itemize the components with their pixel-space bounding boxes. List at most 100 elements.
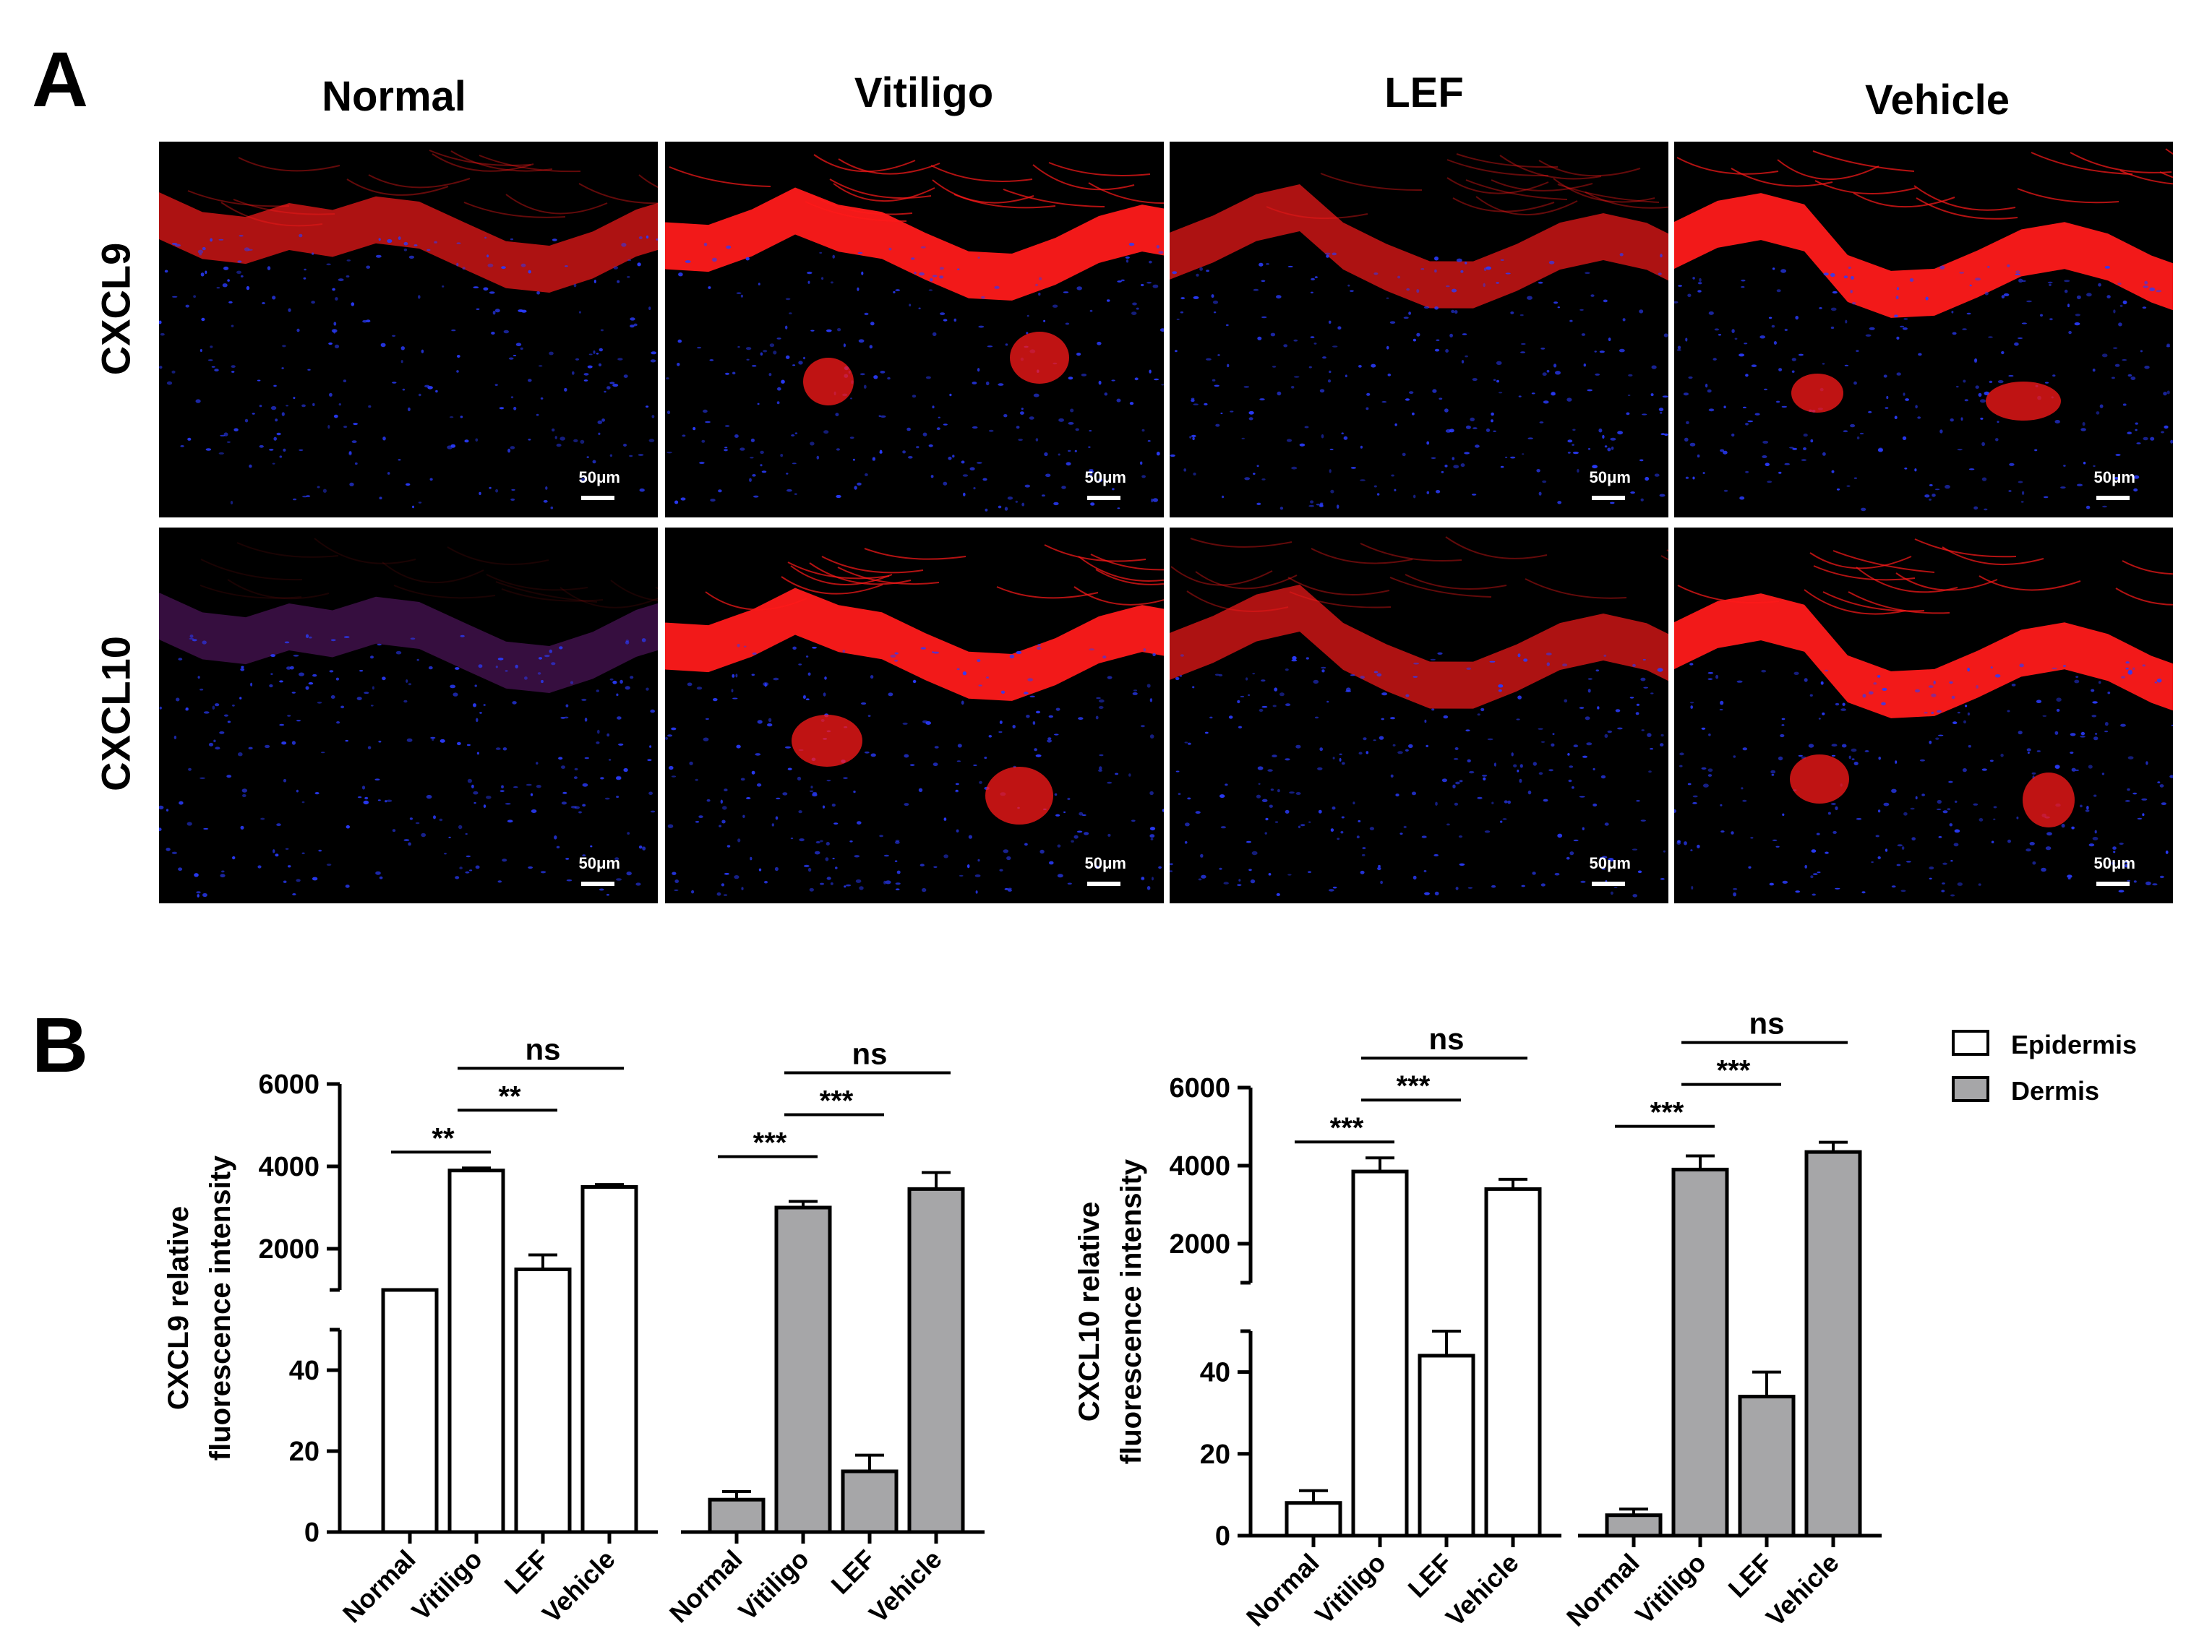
column-title-lef: LEF [1384,69,1464,116]
scale-bar [1592,882,1625,886]
legend-swatch-dermis [1952,1076,1989,1102]
legend-swatch-epidermis [1952,1030,1989,1056]
x-tick-label: Normal [1240,1548,1325,1632]
x-tick-label: Normal [1561,1548,1645,1632]
follicle-blob [1010,332,1069,384]
scale-bar [1592,496,1625,500]
follicle-blob [1986,382,2061,421]
panel-b-label: B [32,1001,88,1088]
micrograph-image [159,150,658,509]
bar-epidermis-vehicle [1484,1187,1542,1538]
y-axis [1238,1085,1253,1538]
x-tick-label: Vitiligo [732,1544,814,1626]
y-tick-label: 20 [1200,1440,1230,1470]
significance-label: *** [820,1085,854,1117]
bar-epidermis-lef [1418,1354,1475,1538]
significance-label: *** [1650,1097,1684,1129]
legend: Epidermis Dermis [1952,1030,2190,1131]
y-tick-label: 40 [289,1356,320,1386]
scale-bar [1087,882,1120,886]
legend-label-epidermis: Epidermis [2011,1030,2138,1059]
scale-bar-label: 50μm [2093,854,2136,872]
micrograph-image [1170,536,1668,898]
scale-bar-label: 50μm [578,468,621,486]
micrograph-cxcl9-normal: 50μm [159,142,658,517]
x-tick-label: Vehicle [1760,1548,1845,1632]
micrograph-image [665,544,1164,896]
epidermis-band [1674,593,2173,718]
bar-dermis-vitiligo [1671,1167,1729,1538]
significance-label: ns [852,1037,887,1071]
significance-label: *** [1397,1070,1431,1102]
micrograph-cxcl10-normal: 50μm [159,528,658,903]
bar-dermis-normal [1605,1513,1663,1538]
scale-bar-label: 50μm [578,854,621,872]
bar-epidermis-normal [1285,1501,1342,1538]
scale-bar-label: 50μm [1589,468,1632,486]
bar-dermis-lef [1738,1395,1796,1538]
chart-1: CXCL9 relative fluorescence intensity [163,1067,985,1544]
x-tick-label: Vehicle [536,1544,621,1629]
legend-label-dermis: Dermis [2011,1076,2100,1106]
scale-bar-label: 50μm [1589,854,1632,872]
y-tick-label: 2000 [258,1234,320,1265]
micrograph-cxcl10-vitiligo: 50μm [665,528,1164,903]
bar-epidermis-vitiligo [1351,1169,1409,1538]
x-tick-label: LEF [499,1544,554,1600]
bar-dermis-lef [841,1469,899,1534]
y-tick-label: 6000 [1169,1073,1230,1104]
epidermis-band [159,593,658,693]
bar-dermis-vehicle [1804,1150,1862,1538]
micrograph-image [1674,538,2173,897]
x-tick-label: Vitiligo [406,1544,487,1626]
micrograph-cxcl10-vehicle: 50μm [1674,528,2173,903]
micrograph-image [159,538,658,898]
micrograph-cxcl9-vitiligo: 50μm [665,142,1164,517]
significance-label: ns [525,1032,560,1066]
bar-epidermis-vitiligo [447,1169,505,1534]
scale-bar-label: 50μm [2093,468,2136,486]
x-tick-label: Vehicle [863,1544,948,1629]
panel-a-label: A [32,35,88,123]
significance-label: *** [1717,1055,1751,1087]
follicle-blob [803,358,854,405]
micrograph-cxcl10-lef: 50μm [1170,528,1668,903]
x-tick-label: LEF [1402,1548,1458,1604]
y-tick-label: 2000 [1169,1229,1230,1260]
epidermis-band [159,192,658,293]
epidermis-band [1170,184,1668,309]
follicle-blob [792,715,862,767]
scale-bar [581,496,614,500]
scale-bar-label: 50μm [1084,854,1127,872]
follicle-blob [1791,374,1843,413]
bar-epidermis-normal [381,1288,439,1534]
y-tick-label: 0 [1215,1521,1230,1552]
x-tick-label: Vitiligo [1309,1548,1391,1630]
epidermis-band [1674,193,2173,318]
significance-label: *** [1330,1112,1364,1144]
epidermis-band [665,187,1164,301]
bar-epidermis-lef [514,1268,572,1534]
y-tick-label: 20 [289,1437,320,1467]
y-tick-label: 6000 [258,1070,320,1100]
micrograph-image [1674,148,2173,512]
scale-bar [2096,496,2130,500]
micrograph-image [665,154,1164,512]
significance-label: ns [1749,1007,1784,1041]
bar-dermis-vehicle [907,1187,965,1534]
y-axis [327,1082,342,1534]
chart-2: CXCL10 relative fluorescence intensity [1073,1041,1882,1547]
significance-label: ** [498,1080,521,1112]
x-tick-label: LEF [1723,1548,1778,1604]
significance-label: ns [1428,1022,1464,1056]
column-title-normal: Normal [322,73,466,120]
y-tick-label: 0 [304,1518,320,1548]
x-tick-label: LEF [826,1544,881,1600]
epidermis-band [1170,585,1668,709]
scale-bar-label: 50μm [1084,468,1127,486]
x-tick-label: Vehicle [1440,1548,1525,1632]
column-title-vehicle: Vehicle [1865,77,2010,124]
scale-bar [2096,882,2130,886]
scale-bar [1087,496,1120,500]
